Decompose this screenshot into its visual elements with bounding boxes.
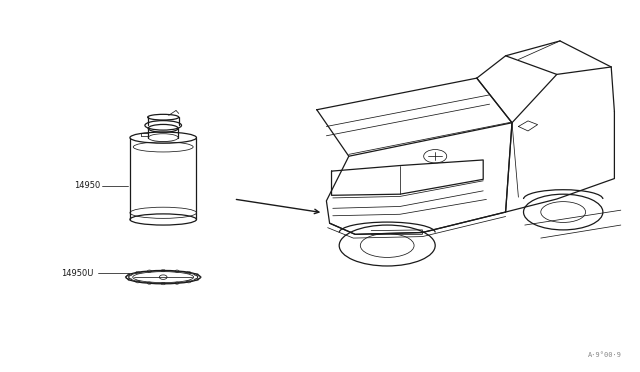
Text: 14950: 14950 <box>74 182 100 190</box>
Text: 14950U: 14950U <box>61 269 93 278</box>
Text: A·9°00·9: A·9°00·9 <box>588 352 622 358</box>
